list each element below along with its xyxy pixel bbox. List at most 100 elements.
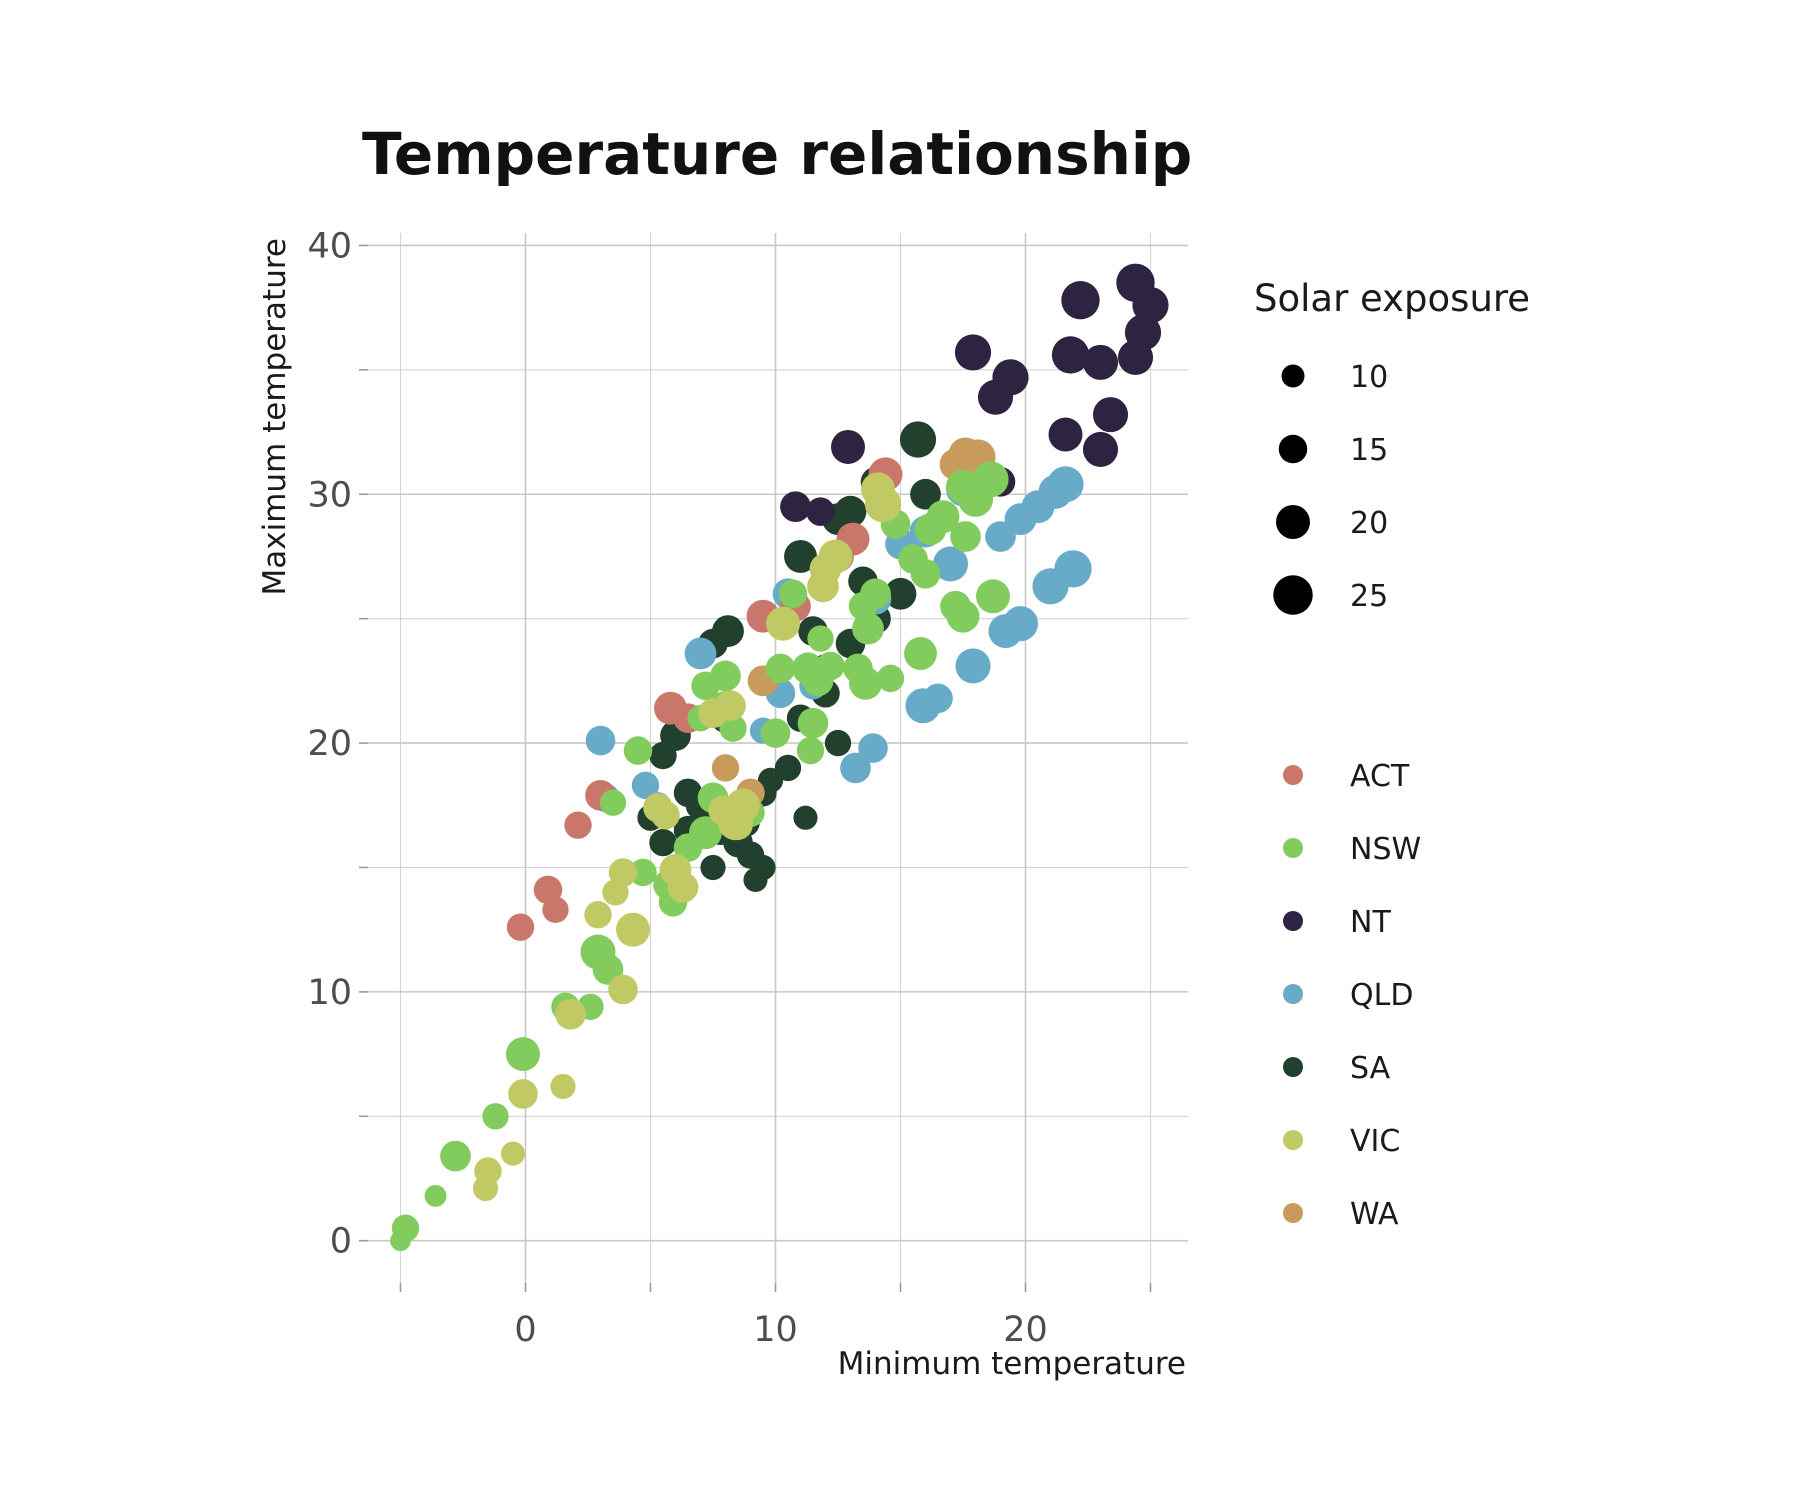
chart-title: Temperature relationship <box>362 120 1192 188</box>
size-legend-key <box>1276 505 1310 539</box>
data-point <box>1132 287 1169 324</box>
data-point <box>550 1073 576 1100</box>
color-legend-label: NSW <box>1350 832 1421 867</box>
data-point <box>905 688 941 724</box>
x-tick-label: 20 <box>1003 1310 1048 1350</box>
data-point <box>946 469 980 504</box>
y-axis-label: Maximum temperature <box>257 238 293 595</box>
data-point <box>1082 344 1119 380</box>
data-point <box>649 741 677 770</box>
data-point <box>1117 339 1154 375</box>
data-point <box>1051 336 1090 374</box>
color-legend-key <box>1283 1203 1303 1223</box>
data-point <box>750 854 776 881</box>
data-point <box>985 521 1016 552</box>
data-point <box>700 854 726 881</box>
data-point <box>500 1141 526 1166</box>
size-legend-key <box>1281 364 1305 388</box>
color-legend-label: ACT <box>1350 759 1410 794</box>
data-point <box>711 754 740 782</box>
y-tick-label: 30 <box>307 475 352 515</box>
data-point <box>667 872 699 903</box>
data-point <box>876 664 905 693</box>
data-point <box>910 478 941 510</box>
data-point <box>778 579 808 609</box>
data-point <box>584 901 612 929</box>
data-point <box>914 513 947 545</box>
data-point <box>673 778 703 808</box>
data-point <box>807 570 839 603</box>
x-axis-ticks: 0 10 20 <box>399 1283 1152 1350</box>
data-point <box>1082 431 1119 468</box>
data-points <box>390 263 1169 1252</box>
data-point <box>977 379 1014 415</box>
color-legend-label: WA <box>1350 1197 1399 1232</box>
x-axis-label: Minimum temperature <box>838 1346 1186 1382</box>
size-legend-label: 25 <box>1350 579 1388 614</box>
data-point <box>708 795 738 826</box>
data-point <box>816 651 845 681</box>
size-legend-label: 15 <box>1350 433 1388 468</box>
x-tick-label: 0 <box>514 1310 536 1350</box>
data-point <box>649 828 677 857</box>
data-point <box>831 429 865 464</box>
color-legend-key <box>1283 984 1303 1004</box>
size-legend-key <box>1278 434 1308 464</box>
data-point <box>585 725 616 756</box>
color-legend-label: SA <box>1350 1051 1391 1086</box>
color-legend-key <box>1283 838 1303 858</box>
data-point <box>424 1184 447 1207</box>
y-tick-label: 40 <box>307 226 352 266</box>
data-point <box>899 421 937 458</box>
data-point <box>904 637 937 670</box>
size-legend-key <box>1273 575 1313 615</box>
data-point <box>623 736 653 765</box>
data-point <box>390 1230 411 1252</box>
data-point <box>840 752 871 784</box>
series-nsw <box>390 461 1010 1252</box>
data-point <box>564 811 592 839</box>
data-point <box>884 577 917 610</box>
color-legend-key <box>1283 911 1303 931</box>
color-legend-key <box>1283 1057 1303 1077</box>
data-point <box>766 606 800 641</box>
data-point <box>482 1103 509 1130</box>
data-point <box>651 800 680 830</box>
data-point <box>765 653 796 684</box>
data-point <box>843 653 873 684</box>
data-point <box>774 754 802 782</box>
data-point <box>797 707 829 739</box>
data-point <box>988 614 1023 649</box>
data-point <box>1032 568 1069 605</box>
color-legend-label: VIC <box>1350 1124 1400 1159</box>
data-point <box>1061 280 1100 320</box>
data-point <box>506 1037 540 1072</box>
data-point <box>976 579 1010 614</box>
data-point <box>760 718 791 748</box>
data-point <box>955 648 991 684</box>
data-point <box>673 833 703 862</box>
data-point <box>555 998 586 1030</box>
data-point <box>608 974 638 1005</box>
y-axis-ticks: 0 10 20 30 40 <box>307 226 368 1262</box>
data-point <box>940 590 971 622</box>
data-point <box>806 497 835 526</box>
data-point <box>852 612 884 645</box>
size-legend-label: 20 <box>1350 506 1388 541</box>
color-legend-key <box>1283 1130 1303 1150</box>
color-legend-label: NT <box>1350 905 1391 940</box>
data-point <box>1048 417 1083 452</box>
data-point <box>858 733 888 763</box>
data-point <box>629 858 657 887</box>
data-point <box>506 913 535 941</box>
data-point <box>780 491 811 523</box>
data-point <box>698 698 728 729</box>
data-point <box>950 521 981 552</box>
data-point <box>542 896 569 923</box>
data-point <box>784 540 817 573</box>
data-point <box>793 805 818 830</box>
y-tick-label: 20 <box>307 724 352 764</box>
size-legend-title: Solar exposure <box>1254 277 1530 320</box>
data-point <box>440 1140 471 1172</box>
color-legend: ACT NSW NT QLD SA VIC WA <box>1283 759 1421 1232</box>
